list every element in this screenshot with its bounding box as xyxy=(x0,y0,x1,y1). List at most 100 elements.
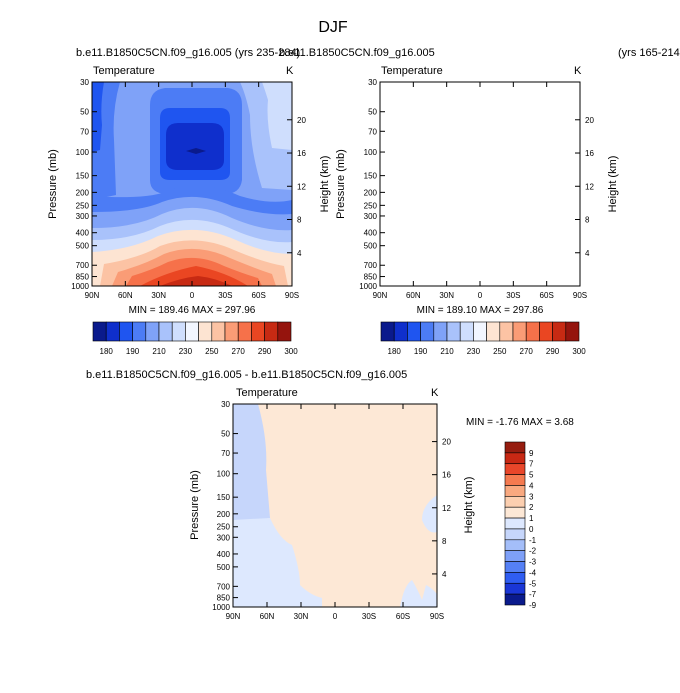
panel-1-contours xyxy=(92,82,292,286)
colorbar-swatch xyxy=(433,321,448,342)
contour-fill xyxy=(380,197,580,286)
years-label-right: (yrs 165-214) xyxy=(618,47,680,59)
colorbar-swatch xyxy=(504,506,526,519)
x-tick-label: 30N xyxy=(439,291,454,300)
y-tick-label: 850 xyxy=(364,273,378,282)
y-tick-label: 850 xyxy=(76,273,90,282)
colorbar-swatch xyxy=(185,321,199,342)
x-tick-label: 60S xyxy=(396,612,410,621)
colorbar-label: 230 xyxy=(179,347,193,356)
panel-1-title: Temperature xyxy=(93,65,155,77)
colorbar-swatch xyxy=(237,321,252,342)
right-tick-label: 20 xyxy=(442,438,451,447)
panel-1-ylabel: Pressure (mb) xyxy=(47,149,59,219)
y-tick-label: 50 xyxy=(221,430,230,439)
colorbar-swatch xyxy=(504,593,526,606)
y-tick-label: 850 xyxy=(217,594,231,603)
colorbar-label: 190 xyxy=(414,347,428,356)
panel-3-ticks: 90N 60N 30N 0 30S 60S 90S 30 50 70 100 150 200 250300… xyxy=(212,400,451,621)
colorbar-swatch xyxy=(119,321,133,342)
y-tick-label: 250 xyxy=(364,201,378,210)
panel-3-stats: MIN = -1.76 MAX = 3.68 xyxy=(466,417,574,428)
y-tick-label: 300 xyxy=(364,212,378,221)
panel-1-stats: MIN = 189.46 MAX = 297.96 xyxy=(129,305,256,316)
right-tick-label: 12 xyxy=(442,504,451,513)
right-tick-label: 8 xyxy=(585,216,590,225)
x-tick-label: 0 xyxy=(478,291,483,300)
contour-fill xyxy=(140,266,248,286)
x-tick-label: 60S xyxy=(252,291,266,300)
y-tick-label: 30 xyxy=(368,78,377,87)
colorbar-label: 5 xyxy=(529,471,534,480)
contour-fill xyxy=(233,535,288,556)
colorbar-label: -3 xyxy=(529,558,537,567)
contour-fill xyxy=(380,82,580,286)
colorbar-label: 290 xyxy=(258,347,272,356)
colorbar-label: 4 xyxy=(529,481,534,490)
colorbar-swatch xyxy=(504,539,526,551)
colorbar-swatch xyxy=(504,517,526,530)
x-tick-label: 30N xyxy=(294,612,309,621)
colorbar-swatch xyxy=(539,321,553,342)
colorbar-label: 270 xyxy=(232,347,246,356)
y-tick-label: 700 xyxy=(364,261,378,270)
y-tick-label: 500 xyxy=(76,242,90,251)
colorbar-swatch xyxy=(525,321,540,342)
colorbar-label: 1 xyxy=(529,514,534,523)
colorbar-swatch xyxy=(224,321,239,342)
colorbar-swatch xyxy=(504,561,526,573)
panel-1-ylabel-right: Height (km) xyxy=(319,156,331,213)
right-tick-label: 16 xyxy=(585,149,594,158)
colorbar-label: 3 xyxy=(529,492,534,501)
contour-fill xyxy=(528,82,580,190)
x-tick-label: 60N xyxy=(260,612,275,621)
panel-2-units: K xyxy=(574,65,582,77)
colorbar-swatch xyxy=(393,321,408,342)
colorbar-label: -5 xyxy=(529,579,537,588)
colorbar-label: 290 xyxy=(546,347,560,356)
y-tick-label: 500 xyxy=(217,563,231,572)
panel-3-ylabel-right: Height (km) xyxy=(463,477,475,534)
contour-fill xyxy=(380,230,580,286)
contour-fill xyxy=(428,266,536,286)
contour-fill xyxy=(233,404,270,521)
case-label-left: b.e11.B1850C5CN.f09_g16.005 (yrs 235-284… xyxy=(76,47,300,59)
x-tick-label: 90N xyxy=(226,612,241,621)
panel-2: 90N 60N 30N 0 30S 60S 90S 30 50 70 100 150 200 250 300… xyxy=(335,65,619,316)
x-tick-label: 30S xyxy=(506,291,520,300)
y-tick-label: 70 xyxy=(221,449,230,458)
colorbar-swatch xyxy=(145,321,160,342)
x-tick-label: 90S xyxy=(285,291,299,300)
case-label-right: b.e11.B1850C5CN.f09_g16.005 xyxy=(279,47,435,59)
y-tick-label: 100 xyxy=(364,148,378,157)
contour-fill xyxy=(262,82,292,150)
colorbar-2: 180 190 210 230 250 270 290 300 xyxy=(380,321,586,356)
colorbar-swatch xyxy=(251,321,265,342)
figure-title: DJF xyxy=(318,19,348,36)
colorbar-label: -1 xyxy=(529,536,537,545)
y-tick-label: 250 xyxy=(76,201,90,210)
colorbar-swatch xyxy=(92,321,107,342)
colorbar-swatch xyxy=(446,321,461,342)
x-tick-label: 90N xyxy=(373,291,388,300)
x-tick-label: 60S xyxy=(540,291,554,300)
colorbar-swatch xyxy=(504,528,526,541)
colorbar-swatch xyxy=(459,321,474,342)
right-tick-label: 8 xyxy=(297,216,302,225)
panel-2-contours xyxy=(380,82,580,286)
y-tick-label: 50 xyxy=(368,108,377,117)
panel-1-ticks: 90N 60N 30N 0 30S 60S 90S 30 50 70 100 150 200 250 300… xyxy=(71,78,306,300)
y-tick-label: 150 xyxy=(217,493,231,502)
y-tick-label: 400 xyxy=(76,229,90,238)
y-tick-label: 400 xyxy=(364,229,378,238)
panel-3: 90N 60N 30N 0 30S 60S 90S305070100150200250300… xyxy=(189,387,574,621)
colorbar-swatch xyxy=(504,572,526,584)
panel-2-ticks: 90N 60N 30N 0 30S 60S 90S 30 50 70 100 150 200 250 300… xyxy=(359,78,594,300)
y-tick-label: 50 xyxy=(80,108,89,117)
contour-fill xyxy=(474,148,494,154)
colorbar-swatch xyxy=(504,463,526,475)
colorbar-swatch xyxy=(198,321,213,342)
y-tick-label: 30 xyxy=(221,400,230,409)
contour-fill xyxy=(380,208,580,286)
contour-fill xyxy=(160,276,232,286)
